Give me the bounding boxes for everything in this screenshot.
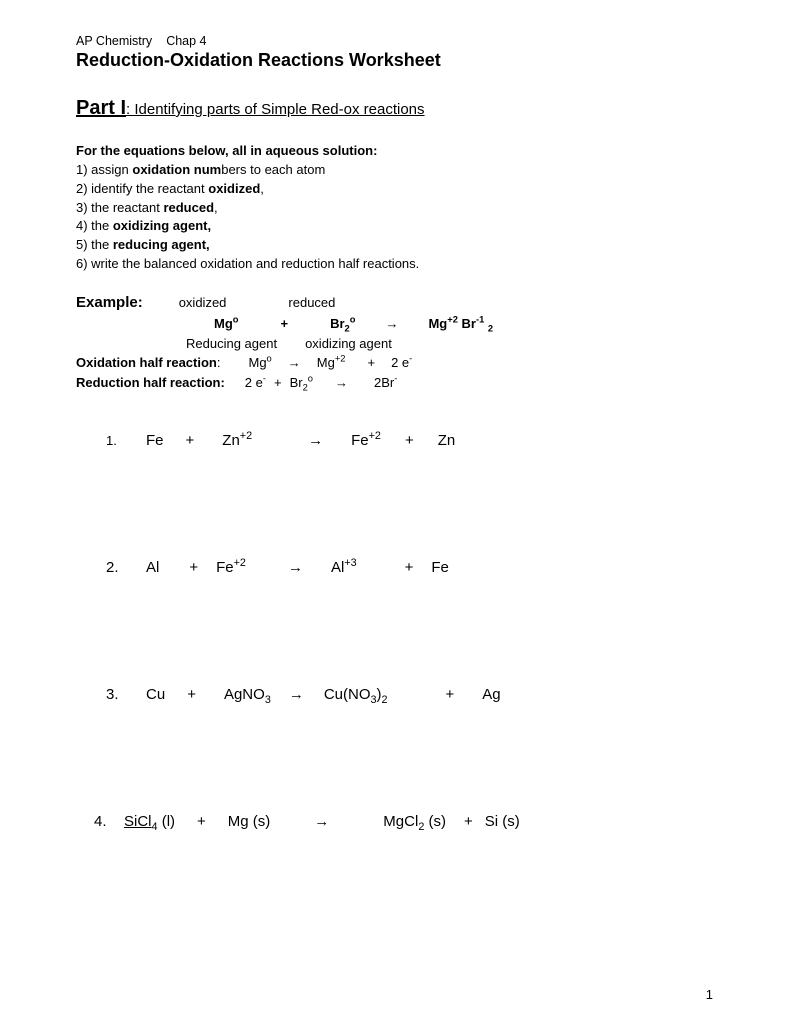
- problem-3: 3.Cu+AgNO3→Cu(NO3)2+Ag: [106, 686, 721, 703]
- problem-4: 4.SiCl4 (l)+Mg (s)→MgCl2 (s)+Si (s): [94, 813, 721, 830]
- worksheet-title: Reduction-Oxidation Reactions Worksheet: [76, 50, 721, 71]
- instruction-4: 4) the oxidizing agent,: [76, 217, 721, 236]
- problem-2: 2.Al+Fe+2→Al+3+Fe: [106, 559, 721, 576]
- problems-list: 1.Fe+Zn+2→Fe+2+Zn 2.Al+Fe+2→Al+3+Fe 3.Cu…: [76, 432, 721, 830]
- instruction-2: 2) identify the reactant oxidized,: [76, 180, 721, 199]
- instruction-1: 1) assign oxidation numbers to each atom: [76, 161, 721, 180]
- page-number: 1: [706, 987, 713, 1002]
- part-heading: Part I: Identifying parts of Simple Red-…: [76, 97, 721, 120]
- example-agents: Reducing agentoxidizing agent: [76, 334, 721, 354]
- instruction-5: 5) the reducing agent,: [76, 236, 721, 255]
- part-subtitle: : Identifying parts of Simple Red-ox rea…: [126, 101, 424, 118]
- oxidation-half-reaction: Oxidation half reaction:Mgo→Mg+2+2 e-: [76, 353, 721, 373]
- problem-number: 1.: [106, 433, 146, 448]
- course-label: AP Chemistry: [76, 34, 152, 48]
- instructions-lead: For the equations below, all in aqueous …: [76, 142, 721, 161]
- instruction-3: 3) the reactant reduced,: [76, 199, 721, 218]
- part-label: Part I: [76, 97, 126, 119]
- example-label: Example:: [76, 294, 143, 311]
- example-block: Example:oxidizedreduced Mgo+Br2o→Mg+2 Br…: [76, 292, 721, 393]
- problem-number: 3.: [106, 686, 146, 703]
- example-row-1: Example:oxidizedreduced: [76, 292, 721, 315]
- reduction-half-reaction: Reduction half reaction:2 e-+Br2o→2Br-: [76, 373, 721, 393]
- instructions-block: For the equations below, all in aqueous …: [76, 142, 721, 274]
- problem-number: 4.: [94, 813, 124, 830]
- header-line: AP Chemistry Chap 4: [76, 34, 721, 48]
- instruction-6: 6) write the balanced oxidation and redu…: [76, 255, 721, 274]
- example-equation: Mgo+Br2o→Mg+2 Br-1 2: [76, 314, 721, 334]
- problem-number: 2.: [106, 559, 146, 576]
- problem-1: 1.Fe+Zn+2→Fe+2+Zn: [106, 432, 721, 449]
- chapter-label: Chap 4: [166, 34, 206, 48]
- worksheet-page: AP Chemistry Chap 4 Reduction-Oxidation R…: [0, 0, 791, 830]
